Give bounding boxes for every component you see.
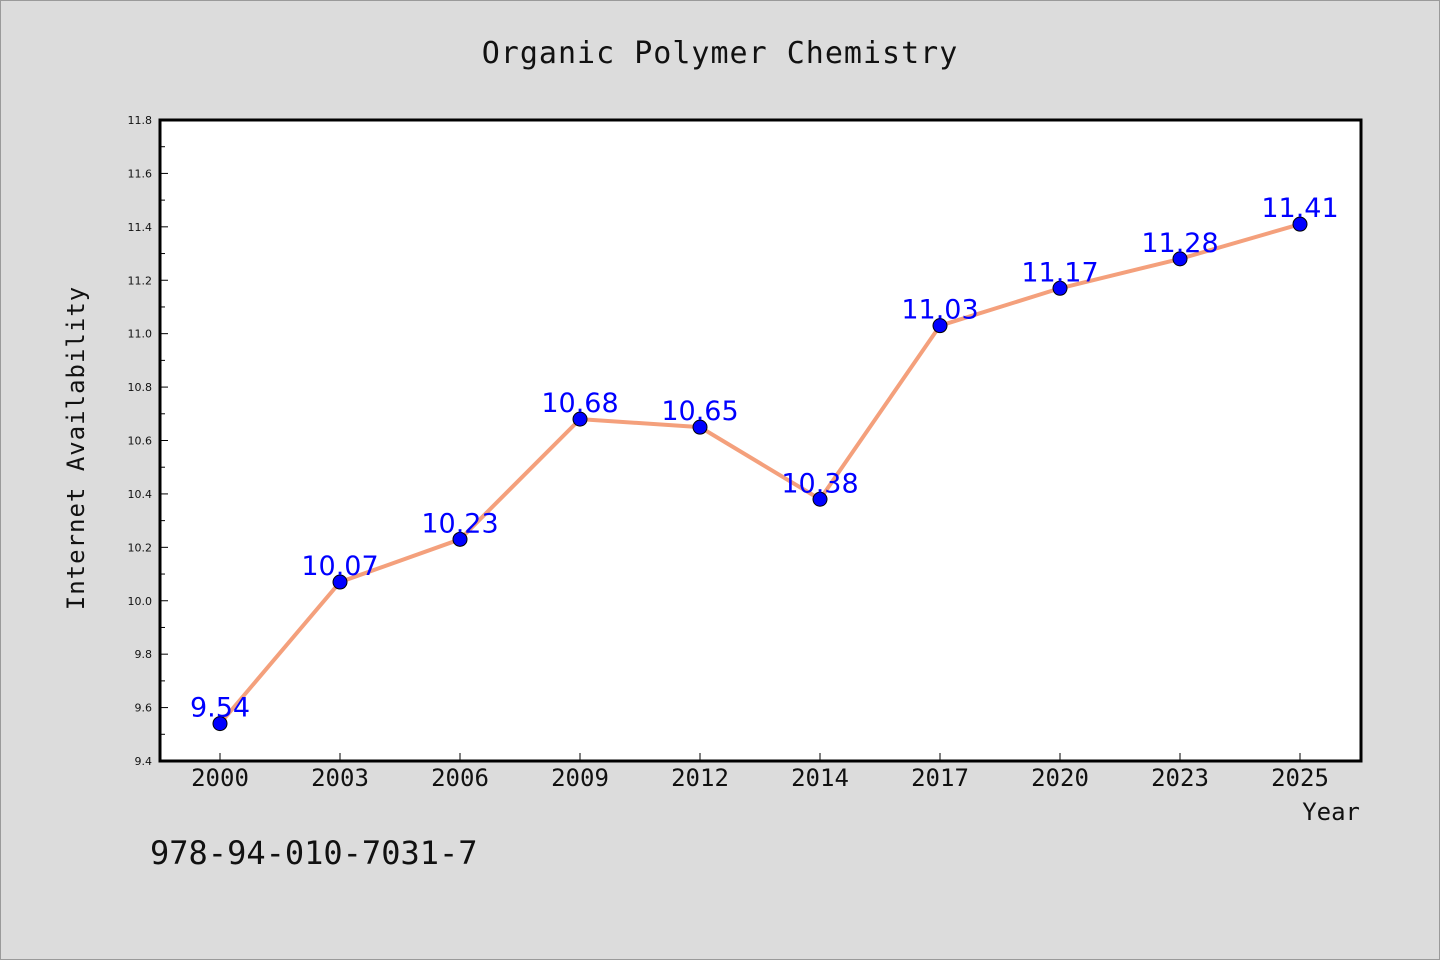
y-tick-label: 11.2	[128, 274, 153, 287]
y-tick-label: 9.8	[135, 648, 153, 661]
plot-area	[158, 118, 1363, 763]
y-tick-label: 11.4	[128, 221, 153, 234]
y-tick-label: 10.8	[128, 381, 153, 394]
series-line	[218, 222, 1301, 725]
data-point	[572, 411, 588, 427]
x-tick-label: 2020	[1031, 764, 1089, 792]
data-point	[332, 574, 348, 590]
x-axis-label: Year	[1302, 798, 1360, 826]
y-tick-label: 11.6	[128, 167, 153, 180]
isbn-code: 978-94-010-7031-7	[150, 834, 478, 872]
y-axis-label: Internet Availability	[62, 286, 90, 610]
data-label: 11.41	[1261, 193, 1338, 224]
y-tick-label: 11.0	[128, 328, 153, 341]
x-tick-label: 2014	[791, 764, 849, 792]
data-point	[812, 491, 828, 507]
data-label: 11.03	[901, 295, 978, 326]
data-label: 10.38	[781, 468, 858, 499]
data-label: 9.54	[190, 693, 250, 724]
x-tick-label: 2023	[1151, 764, 1209, 792]
data-point	[452, 531, 468, 547]
y-tick-label: 10.6	[128, 435, 153, 448]
y-tick-label: 10.2	[128, 541, 153, 554]
x-tick-label: 2025	[1271, 764, 1329, 792]
data-label: 10.07	[301, 551, 378, 582]
x-tick-label: 2000	[191, 764, 249, 792]
data-point	[692, 419, 708, 435]
data-label: 10.68	[541, 388, 618, 419]
x-tick-label: 2003	[311, 764, 369, 792]
data-label: 10.65	[661, 396, 738, 427]
x-tick-label: 2006	[431, 764, 489, 792]
x-tick-label: 2012	[671, 764, 729, 792]
chart-title: Organic Polymer Chemistry	[482, 36, 959, 71]
y-tick-label: 9.4	[135, 755, 153, 768]
x-axis: 2000 2003 2006 2009 2012 2014 2017 2020 2023 2025	[191, 753, 1329, 792]
data-point	[1172, 251, 1188, 267]
y-tick-label: 10.0	[128, 595, 153, 608]
data-point	[212, 716, 228, 732]
data-point	[1292, 216, 1308, 232]
x-tick-label: 2009	[551, 764, 609, 792]
y-tick-label: 10.4	[128, 488, 153, 501]
y-axis: 9.4 9.6 9.8 10.0 10.2 10.4 10.6 10.8 11.0 11.2 11.…	[128, 114, 168, 768]
data-label: 10.23	[421, 508, 498, 539]
data-label: 11.28	[1141, 228, 1218, 259]
x-tick-label: 2017	[911, 764, 969, 792]
data-point	[1052, 280, 1068, 296]
series-layer: 9.54 10.07 10.23 10.68 10.65 10.38 11.03 11.17 1…	[190, 193, 1339, 732]
y-tick-label: 11.8	[128, 114, 153, 127]
data-label: 11.17	[1021, 257, 1098, 288]
y-tick-label: 9.6	[135, 702, 153, 715]
data-point	[932, 318, 948, 334]
